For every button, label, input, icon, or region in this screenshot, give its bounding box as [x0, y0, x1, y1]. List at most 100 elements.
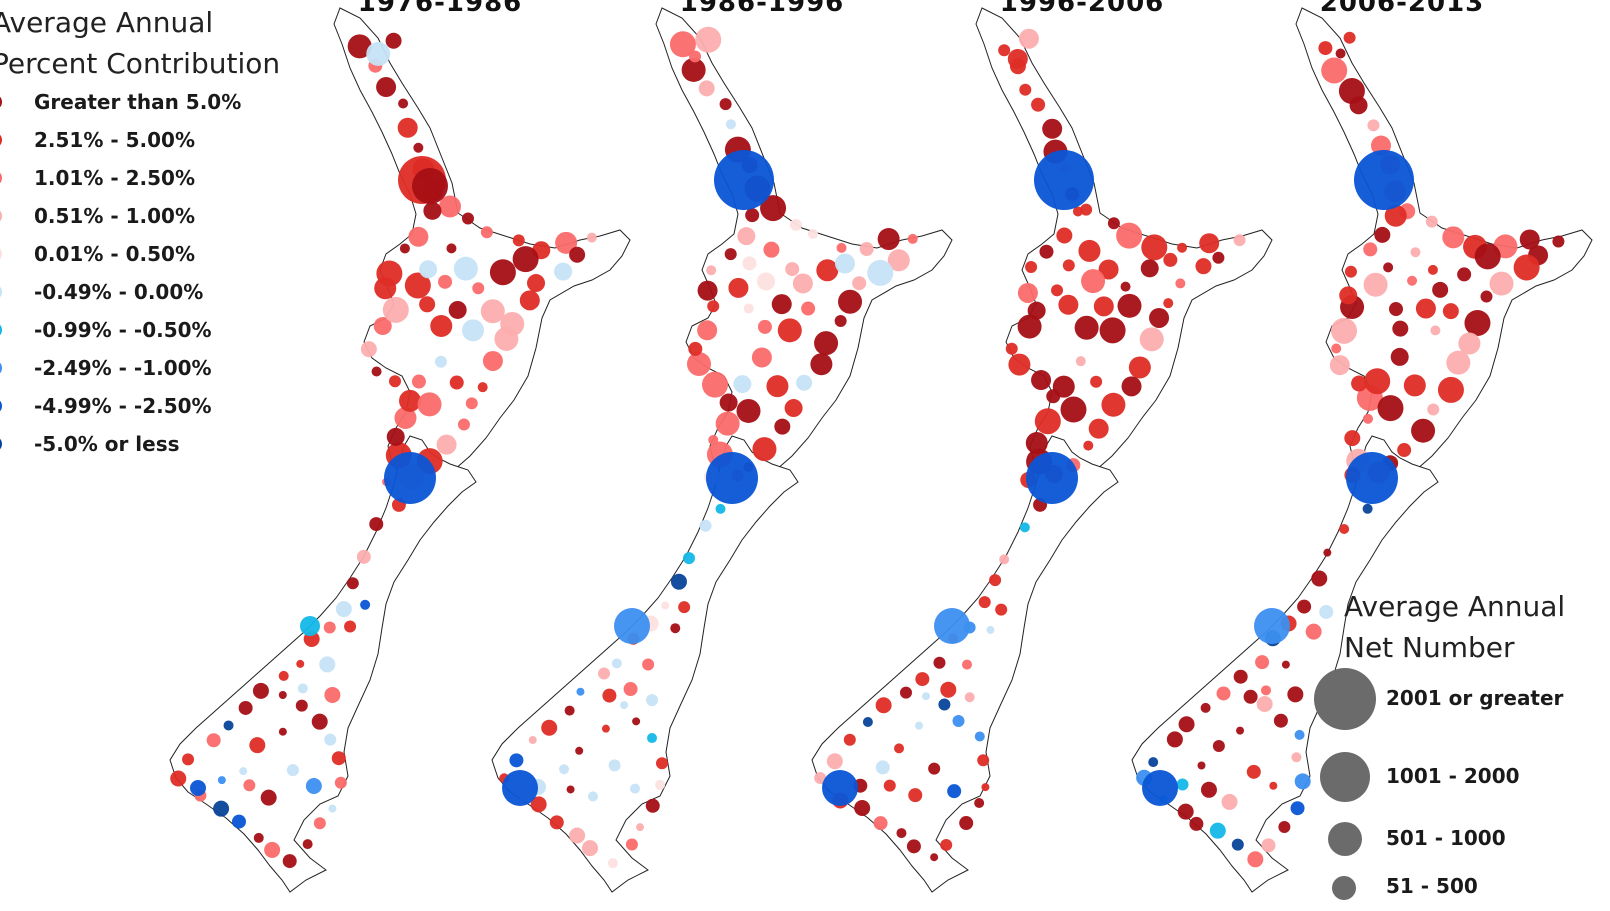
place-marker: [1430, 325, 1441, 336]
wellington-bubble: [1026, 452, 1078, 504]
north-island-outline: [655, 7, 953, 489]
place-marker: [757, 319, 772, 334]
place-marker: [728, 277, 749, 298]
dunedin-bubble: [822, 770, 858, 806]
place-marker: [736, 398, 761, 423]
place-marker: [1025, 260, 1038, 273]
place-marker: [607, 858, 618, 869]
place-marker: [978, 596, 991, 609]
place-marker: [356, 549, 371, 564]
place-marker: [1339, 286, 1358, 305]
place-marker: [1195, 258, 1212, 275]
place-marker: [683, 552, 696, 565]
place-marker: [1019, 522, 1030, 533]
place-marker: [1261, 838, 1276, 853]
place-marker: [1403, 374, 1426, 397]
percent-label: -5.0% or less: [34, 432, 180, 456]
place-marker: [217, 776, 226, 785]
place-marker: [766, 375, 789, 398]
place-marker: [182, 753, 195, 766]
place-marker: [862, 717, 873, 728]
place-marker: [296, 659, 305, 668]
place-marker: [1121, 376, 1142, 397]
place-marker: [1177, 242, 1188, 253]
place-marker: [928, 762, 941, 775]
percent-legend-row: -0.99% - -0.50%: [0, 312, 292, 350]
place-marker: [1178, 716, 1195, 733]
percent-swatch: [0, 398, 2, 414]
size-bubble-3: [1328, 822, 1362, 856]
place-marker: [1093, 296, 1114, 317]
dunedin-bubble: [1142, 770, 1178, 806]
place-marker: [305, 778, 322, 795]
place-marker: [323, 621, 336, 634]
place-marker: [1081, 269, 1106, 294]
place-marker: [286, 764, 299, 777]
place-marker: [1442, 303, 1459, 320]
place-marker: [757, 272, 776, 291]
place-marker: [1446, 350, 1471, 375]
place-marker: [883, 779, 896, 792]
place-marker: [1116, 222, 1143, 249]
place-marker: [1141, 234, 1168, 261]
place-marker: [1297, 599, 1312, 614]
place-marker: [974, 731, 985, 742]
place-marker: [1247, 851, 1264, 868]
place-marker: [1080, 203, 1093, 216]
place-marker: [1018, 28, 1039, 49]
place-marker: [239, 767, 248, 776]
place-marker: [335, 601, 352, 618]
place-marker: [774, 418, 791, 435]
place-marker: [1058, 294, 1079, 315]
place-marker: [528, 735, 537, 744]
place-marker: [1255, 655, 1270, 670]
place-marker: [1437, 376, 1464, 403]
percent-swatch: [0, 208, 2, 224]
percent-legend-row: -2.49% - -1.00%: [0, 350, 292, 388]
place-marker: [282, 854, 297, 869]
place-marker: [1149, 307, 1170, 328]
place-marker: [715, 503, 726, 514]
place-marker: [231, 814, 246, 829]
place-marker: [206, 733, 221, 748]
place-marker: [706, 265, 717, 276]
place-marker: [1120, 281, 1131, 292]
place-marker: [313, 817, 326, 830]
place-marker: [397, 117, 418, 138]
place-marker: [1305, 623, 1322, 640]
period-title-3: 1996-2006: [999, 0, 1165, 18]
place-marker: [376, 260, 403, 287]
place-marker: [1323, 548, 1332, 557]
place-marker: [777, 318, 802, 343]
place-marker: [808, 228, 819, 239]
place-marker: [482, 350, 503, 371]
place-marker: [678, 601, 691, 614]
place-marker: [697, 320, 718, 341]
size-legend-heading-1: Average Annual: [1344, 590, 1566, 623]
place-marker: [1383, 262, 1394, 273]
place-marker: [810, 353, 833, 376]
place-marker: [278, 727, 287, 736]
place-marker: [661, 601, 670, 610]
percent-legend-row: -0.49% - 0.00%: [0, 274, 292, 312]
place-marker: [1216, 686, 1231, 701]
place-marker: [1166, 731, 1183, 748]
place-marker: [408, 226, 429, 247]
place-marker: [575, 746, 584, 755]
place-marker: [698, 80, 715, 97]
place-marker: [1425, 215, 1438, 228]
place-marker: [1427, 264, 1438, 275]
percent-legend-row: 0.01% - 0.50%: [0, 236, 292, 274]
place-marker: [519, 290, 540, 311]
place-marker: [875, 760, 890, 775]
place-marker: [1407, 275, 1418, 286]
percent-swatch: [0, 436, 2, 452]
place-marker: [344, 620, 357, 633]
percent-legend-row: -4.99% - -2.50%: [0, 388, 292, 426]
place-marker: [512, 246, 539, 273]
place-marker: [899, 686, 912, 699]
map-panel-4: [1131, 7, 1593, 893]
percent-swatch: [0, 360, 2, 376]
place-marker: [324, 686, 341, 703]
